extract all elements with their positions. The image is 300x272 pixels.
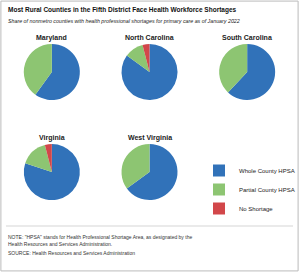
svg-text:Most Rural Counties in the Fif: Most Rural Counties in the Fifth Distric… (8, 6, 237, 14)
svg-text:North Carolina: North Carolina (125, 34, 174, 41)
svg-text:Maryland: Maryland (36, 34, 67, 42)
svg-text:NOTE: "HPSA" stands for Health: NOTE: "HPSA" stands for Health Professio… (8, 234, 192, 247)
svg-text:SOURCE: Health Resources and S: SOURCE: Health Resources and Services Ad… (8, 250, 135, 256)
svg-text:Virginia: Virginia (39, 134, 65, 142)
svg-text:Whole County HPSA: Whole County HPSA (239, 168, 295, 174)
svg-text:Share of nonmetro counties wit: Share of nonmetro counties with health p… (8, 18, 240, 24)
svg-text:No Shortage: No Shortage (239, 206, 273, 212)
svg-text:Partial County HPSA: Partial County HPSA (239, 187, 295, 193)
svg-text:West Virginia: West Virginia (128, 134, 172, 142)
svg-text:South Carolina: South Carolina (222, 34, 272, 41)
